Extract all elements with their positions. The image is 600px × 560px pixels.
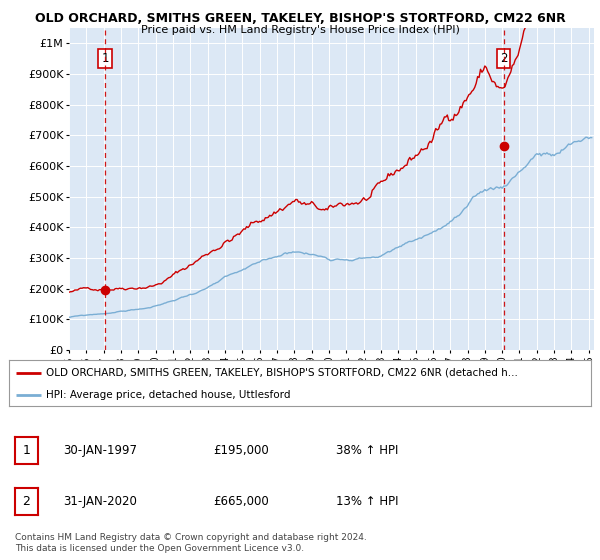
Text: 30-JAN-1997: 30-JAN-1997 <box>63 444 137 458</box>
Text: 2: 2 <box>22 494 31 508</box>
Text: Price paid vs. HM Land Registry's House Price Index (HPI): Price paid vs. HM Land Registry's House … <box>140 25 460 35</box>
Text: 2: 2 <box>500 52 508 65</box>
Text: 1: 1 <box>22 444 31 458</box>
Text: £665,000: £665,000 <box>213 494 269 508</box>
Text: £195,000: £195,000 <box>213 444 269 458</box>
Text: 31-JAN-2020: 31-JAN-2020 <box>63 494 137 508</box>
Text: OLD ORCHARD, SMITHS GREEN, TAKELEY, BISHOP'S STORTFORD, CM22 6NR (detached h...: OLD ORCHARD, SMITHS GREEN, TAKELEY, BISH… <box>46 368 518 378</box>
Text: Contains HM Land Registry data © Crown copyright and database right 2024.
This d: Contains HM Land Registry data © Crown c… <box>15 533 367 553</box>
Text: OLD ORCHARD, SMITHS GREEN, TAKELEY, BISHOP'S STORTFORD, CM22 6NR: OLD ORCHARD, SMITHS GREEN, TAKELEY, BISH… <box>35 12 565 25</box>
Text: HPI: Average price, detached house, Uttlesford: HPI: Average price, detached house, Uttl… <box>46 390 290 399</box>
Text: 1: 1 <box>101 52 109 65</box>
Text: 38% ↑ HPI: 38% ↑ HPI <box>336 444 398 458</box>
Text: 13% ↑ HPI: 13% ↑ HPI <box>336 494 398 508</box>
